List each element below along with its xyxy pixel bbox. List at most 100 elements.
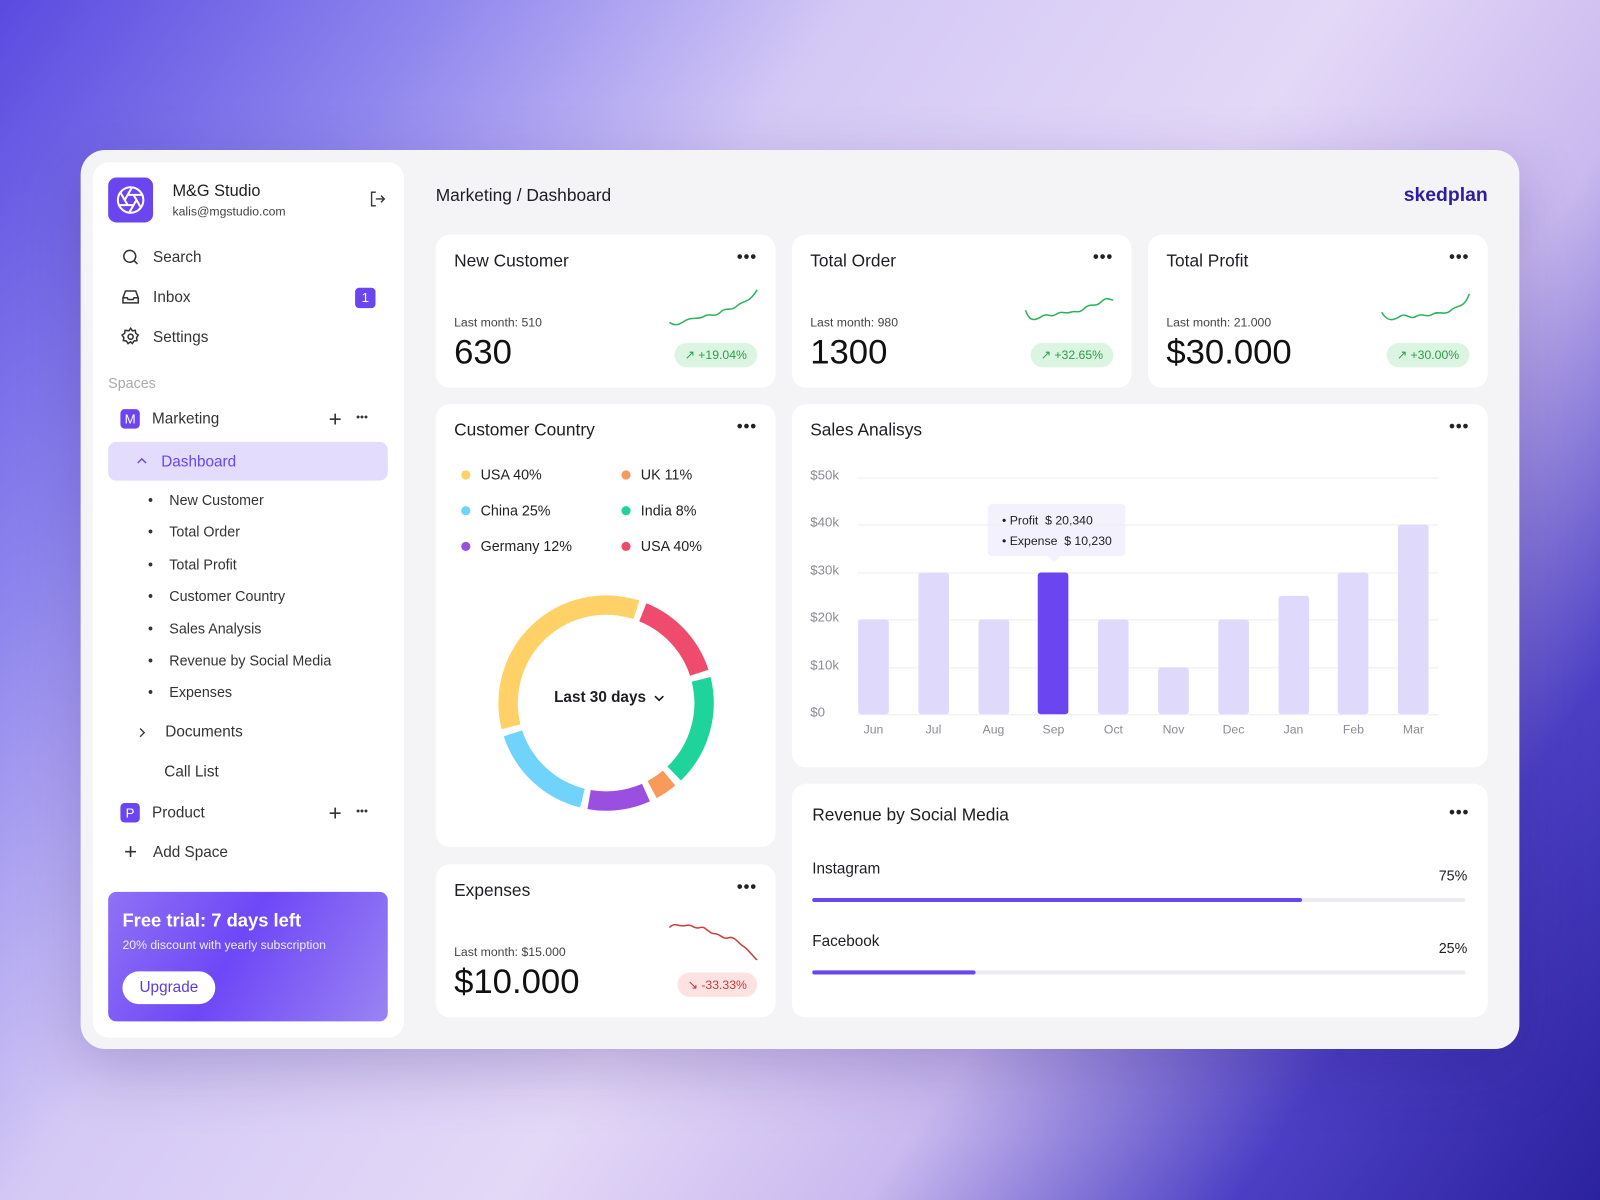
donut-segment[interactable] [503, 730, 586, 808]
bar-feb[interactable] [1338, 572, 1369, 715]
change-value: -33.33% [701, 977, 747, 992]
arrow-down-right-icon: ↘ [687, 977, 702, 992]
kpi-value: $30.000 [1166, 332, 1292, 372]
more-icon[interactable]: ••• [1449, 418, 1470, 436]
bar-oct[interactable] [1098, 619, 1129, 715]
add-space-button[interactable]: + Add Space [120, 840, 228, 862]
tooltip-expense: • Expense $ 10,230 [1002, 533, 1112, 548]
chevron-right-icon [139, 727, 146, 737]
donut-segment[interactable] [647, 770, 676, 799]
change-badge: ↗ +32.65% [1030, 342, 1114, 368]
org-email: kalis@mgstudio.com [172, 204, 286, 219]
space-name: Marketing [152, 410, 220, 428]
add-icon[interactable]: + [328, 406, 342, 432]
last-month: Last month: $15.000 [454, 944, 566, 960]
bar-nov[interactable] [1158, 666, 1189, 715]
trial-banner: Free trial: 7 days left 20% discount wit… [108, 891, 388, 1022]
x-tick-label: Aug [982, 722, 1005, 737]
sidebar-subitem[interactable]: Expenses [148, 684, 232, 700]
sidebar-item-settings[interactable]: Settings [120, 326, 208, 347]
bar-jun[interactable] [858, 619, 889, 715]
x-tick-label: Mar [1402, 722, 1424, 737]
y-tick-label: $20k [810, 609, 839, 625]
donut-chart [498, 595, 714, 811]
bar-mar[interactable] [1398, 524, 1429, 715]
documents-label: Documents [165, 723, 243, 741]
gridline [857, 714, 1439, 716]
space-marketing[interactable]: M Marketing [120, 409, 220, 429]
chart-title: Sales Analisys [810, 420, 923, 440]
change-badge: ↗ +19.04% [674, 342, 758, 368]
chart-tooltip: • Profit $ 20,340 • Expense $ 10,230 [987, 504, 1126, 563]
sidebar-subitem[interactable]: Revenue by Social Media [148, 652, 331, 668]
space-name: Product [152, 804, 205, 822]
bar-dec[interactable] [1218, 619, 1249, 715]
x-tick-label: Jul [925, 722, 942, 737]
aperture-icon [116, 186, 145, 214]
bar-jan[interactable] [1278, 595, 1309, 715]
y-tick-label: $50k [810, 467, 839, 483]
sidebar-item-call-list[interactable]: Call List [164, 763, 218, 780]
sparkline [668, 923, 758, 961]
bar-sep[interactable] [1038, 572, 1069, 715]
arrow-up-right-icon: ↗ [1040, 347, 1055, 363]
legend-item: USA 40% [461, 466, 542, 483]
add-icon[interactable]: + [328, 799, 342, 826]
social-percent: 75% [1438, 867, 1468, 884]
customer-country-card: Customer Country ••• USA 40% UK 11% China… [435, 404, 776, 847]
more-icon[interactable]: ••• [736, 878, 758, 896]
sidebar-subitem[interactable]: Customer Country [148, 588, 285, 604]
social-percent: 25% [1438, 939, 1468, 957]
search-label: Search [153, 248, 202, 266]
logout-icon[interactable] [367, 189, 387, 215]
period-dropdown[interactable]: Last 30 days [554, 689, 666, 706]
y-tick-label: $0 [810, 704, 825, 720]
sidebar-subitem[interactable]: New Customer [148, 492, 263, 508]
more-icon[interactable]: ••• [736, 248, 758, 267]
tooltip-profit: • Profit $ 20,340 [1002, 513, 1093, 528]
expenses-card: Expenses ••• Last month: $15.000 $10.000 ↘… [435, 864, 776, 1018]
kpi-card-new-customer: New Customer ••• Last month: 510 630 ↗ +19… [435, 234, 776, 388]
space-product[interactable]: P Product [120, 803, 205, 823]
sidebar-subitem[interactable]: Total Order [148, 523, 240, 539]
donut-segment[interactable] [587, 783, 650, 811]
last-month: Last month: 510 [454, 315, 542, 330]
gridline [857, 477, 1439, 479]
donut-segment[interactable] [498, 595, 640, 730]
more-icon[interactable]: ••• [1093, 248, 1114, 267]
sidebar-item-inbox[interactable]: Inbox [120, 287, 191, 307]
sidebar-item-search[interactable]: Search [120, 247, 202, 267]
more-icon[interactable]: ••• [356, 805, 368, 818]
y-tick-label: $30k [810, 562, 839, 578]
kpi-value: 1300 [810, 332, 888, 372]
x-tick-label: Jan [1283, 722, 1304, 737]
more-icon[interactable]: ••• [356, 411, 368, 424]
more-icon[interactable]: ••• [1449, 248, 1470, 267]
sidebar-subitem[interactable]: Sales Analysis [148, 620, 261, 636]
kpi-value: 630 [454, 332, 512, 372]
space-initial: M [120, 409, 140, 429]
card-title: Expenses [454, 880, 531, 900]
x-tick-label: Nov [1162, 722, 1185, 737]
sales-analysis-card: Sales Analisys ••• • Profit $ 20,340 • Ex… [791, 404, 1488, 768]
bar-jul[interactable] [918, 572, 949, 715]
more-icon[interactable]: ••• [1449, 804, 1470, 822]
gridline [857, 619, 1439, 621]
sidebar-subitem[interactable]: Total Profit [148, 556, 236, 572]
org-name: M&G Studio [172, 182, 261, 200]
trial-title: Free trial: 7 days left [122, 910, 302, 931]
x-tick-label: Oct [1103, 722, 1123, 737]
donut-segment[interactable] [638, 603, 709, 677]
more-icon[interactable]: ••• [736, 418, 758, 436]
sidebar-item-dashboard[interactable]: Dashboard [108, 441, 388, 481]
spaces-heading: Spaces [108, 374, 156, 391]
donut-segment[interactable] [667, 677, 714, 781]
y-tick-label: $10k [810, 656, 839, 673]
sidebar-item-documents[interactable]: Documents [135, 723, 243, 741]
progress-bar-instagram [812, 897, 1466, 903]
y-tick-label: $40k [810, 514, 839, 530]
add-space-label: Add Space [153, 843, 228, 861]
upgrade-button[interactable]: Upgrade [122, 971, 216, 1005]
bar-aug[interactable] [978, 619, 1009, 715]
last-month: Last month: 21.000 [1166, 315, 1272, 330]
